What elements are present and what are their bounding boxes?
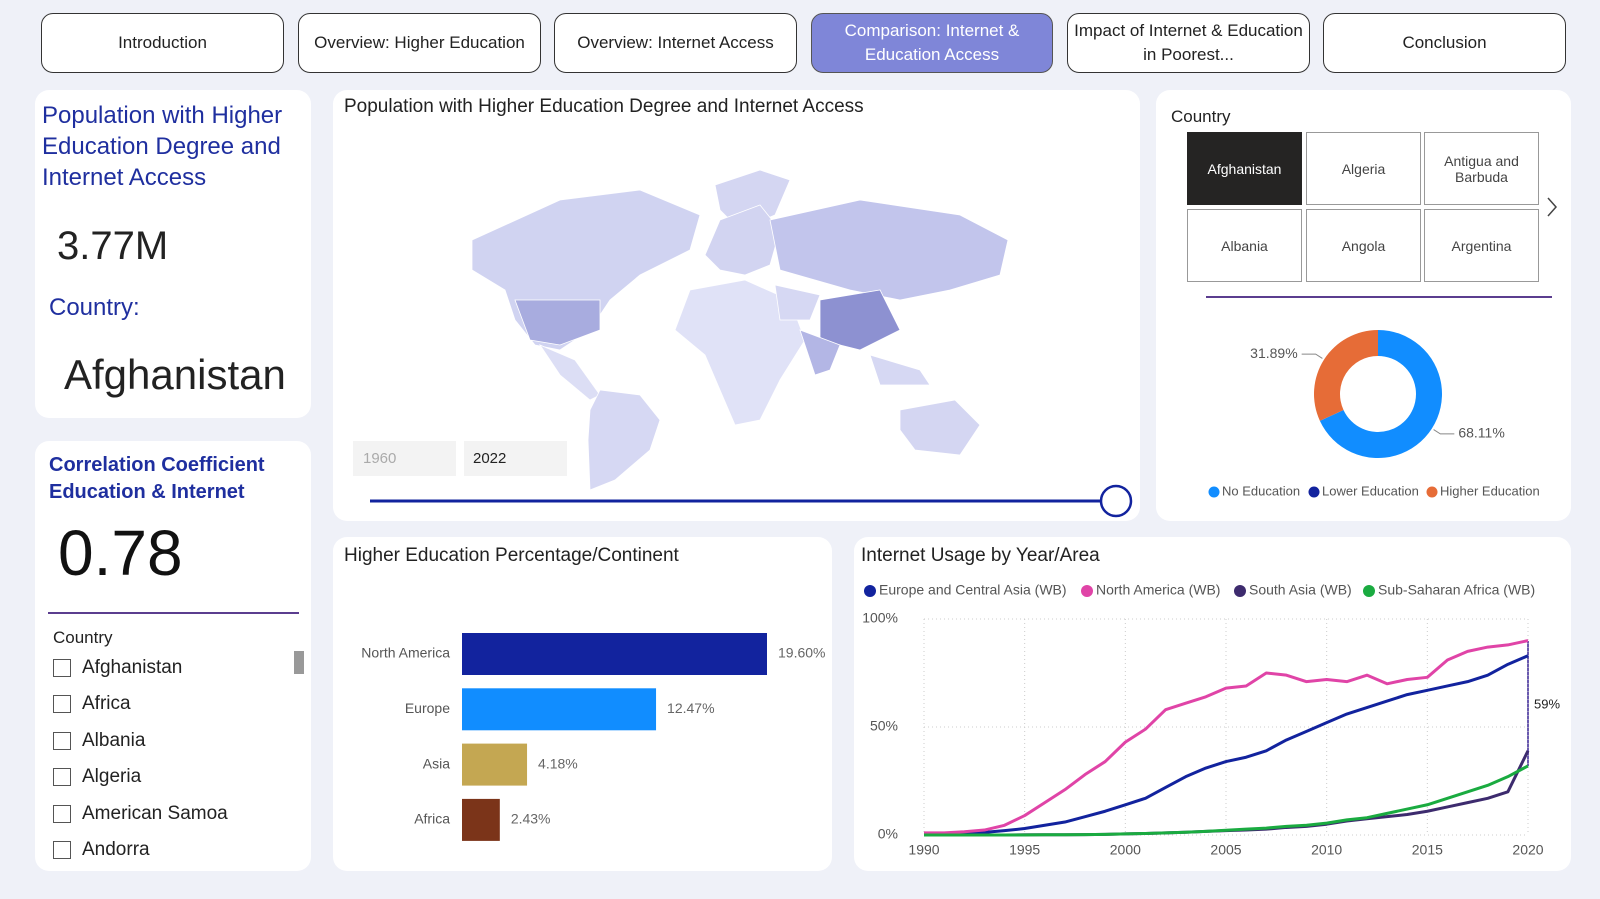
list-item[interactable]: Algeria — [53, 766, 141, 788]
item-label: Afghanistan — [82, 657, 183, 678]
list-item[interactable]: Andorra — [53, 839, 150, 861]
slicer-tile[interactable]: Algeria — [1306, 132, 1421, 205]
slicer-tile[interactable]: Argentina — [1424, 209, 1539, 282]
kpi-card — [35, 441, 311, 871]
tab[interactable]: Overview: Higher Education — [298, 13, 541, 73]
kpi-title: Correlation Coefficient Education & Inte… — [49, 454, 265, 503]
list-item[interactable]: American Samoa — [53, 803, 228, 825]
item-label: Africa — [82, 693, 131, 715]
tab[interactable]: Introduction — [41, 13, 284, 73]
slicer-header: Country — [1171, 107, 1231, 126]
line-card — [854, 537, 1571, 871]
slider-end[interactable]: 2022 — [464, 441, 567, 476]
list-header: Country — [53, 628, 113, 647]
slicer-tile[interactable]: Angola — [1306, 209, 1421, 282]
item-label: Algeria — [82, 766, 142, 788]
scrollbar[interactable] — [294, 651, 304, 674]
kpi-title: Population with Higher Education Degree … — [42, 102, 283, 191]
list-item[interactable]: Albania — [53, 730, 145, 752]
kpi-card — [35, 90, 311, 418]
map-title: Population with Higher Education Degree … — [344, 96, 864, 117]
item-label: American Samoa — [82, 802, 228, 824]
item-label: Albania — [82, 729, 146, 751]
slider-start[interactable]: 1960 — [353, 441, 456, 476]
list-item[interactable]: Afghanistan — [53, 657, 182, 679]
tab[interactable]: Conclusion — [1323, 13, 1566, 73]
kpi-value: 3.77M — [57, 224, 169, 268]
kpi-label: Country: — [49, 294, 140, 321]
tab[interactable]: Impact of Internet & Education in Poores… — [1067, 13, 1310, 73]
divider — [48, 612, 299, 614]
kpi-value: 0.78 — [58, 517, 183, 589]
bar-card — [333, 537, 832, 871]
list-item[interactable]: Africa — [53, 693, 131, 715]
tab[interactable]: Comparison: Internet & Education Access — [811, 13, 1053, 73]
checkbox[interactable] — [53, 695, 71, 714]
slicer-tile[interactable]: Albania — [1187, 209, 1302, 282]
checkbox[interactable] — [53, 804, 71, 823]
slicer-tile[interactable]: Afghanistan — [1187, 132, 1302, 205]
tab[interactable]: Overview: Internet Access — [554, 13, 797, 73]
checkbox[interactable] — [53, 659, 71, 677]
kpi-country: Afghanistan — [64, 351, 286, 398]
divider — [1206, 296, 1552, 298]
checkbox[interactable] — [53, 768, 71, 787]
slicer-tile[interactable]: Antigua and Barbuda — [1424, 132, 1539, 205]
checkbox[interactable] — [53, 731, 71, 750]
checkbox[interactable] — [53, 841, 71, 859]
item-label: Andorra — [82, 839, 150, 860]
